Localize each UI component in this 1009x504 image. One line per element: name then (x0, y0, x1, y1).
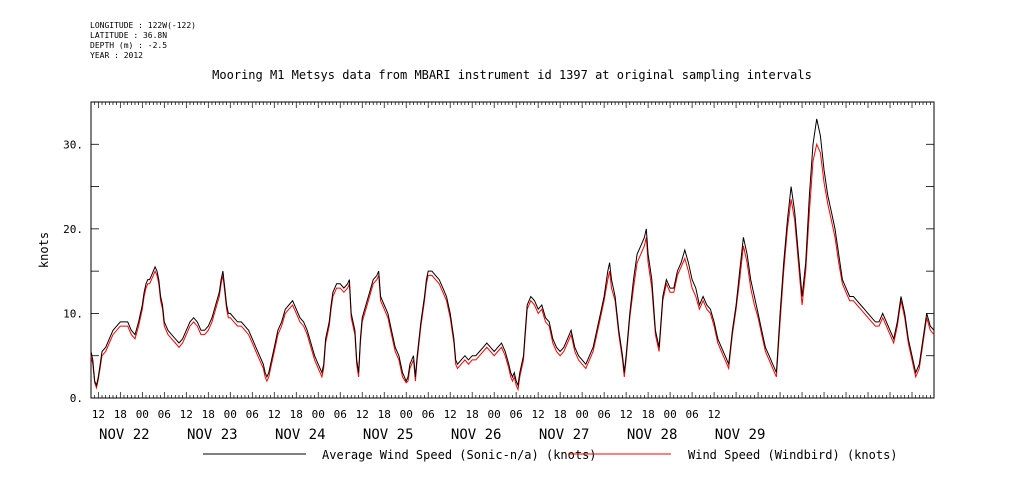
x-day-label: NOV 22 (99, 427, 150, 443)
chart-title: Mooring M1 Metsys data from MBARI instru… (212, 68, 812, 82)
x-hour-tick-label: 12 (92, 408, 105, 421)
x-hour-tick-label: 18 (554, 408, 567, 421)
metadata-block: LONGITUDE : 122W(-122) LATITUDE : 36.8N … (90, 21, 196, 61)
x-hour-tick-label: 00 (488, 408, 501, 421)
x-hour-tick-label: 00 (136, 408, 149, 421)
x-hour-tick-label: 00 (312, 408, 325, 421)
y-tick-label: 30. (63, 138, 83, 151)
x-day-label: NOV 28 (627, 427, 678, 443)
x-hour-tick-label: 00 (400, 408, 413, 421)
x-hour-tick-label: 12 (444, 408, 457, 421)
x-hour-tick-label: 18 (114, 408, 127, 421)
x-hour-tick-label: 00 (663, 408, 676, 421)
x-hour-tick-label: 06 (334, 408, 347, 421)
latitude-text: LATITUDE : 36.8N (90, 31, 168, 40)
y-axis-label: knots (37, 232, 51, 268)
x-hour-tick-label: 06 (158, 408, 171, 421)
x-day-label: NOV 26 (451, 427, 502, 443)
y-tick-label: 10. (63, 307, 83, 320)
x-hour-tick-label: 18 (290, 408, 303, 421)
series-line-windbird (90, 142, 935, 392)
year-text: YEAR : 2012 (90, 51, 143, 60)
y-tick-label: 20. (63, 223, 83, 236)
x-hour-tick-label: 00 (576, 408, 589, 421)
x-day-label: NOV 27 (539, 427, 590, 443)
plot-frame (90, 101, 935, 399)
x-hour-tick-label: 06 (685, 408, 698, 421)
x-hour-tick-label: 18 (202, 408, 215, 421)
x-hour-tick-label: 18 (466, 408, 479, 421)
series-line-sonic (90, 118, 935, 388)
x-hour-tick-label: 00 (224, 408, 237, 421)
x-hour-tick-label: 12 (532, 408, 545, 421)
x-hour-tick-label: 06 (510, 408, 523, 421)
x-day-label: NOV 24 (275, 427, 326, 443)
x-hour-tick-label: 06 (598, 408, 611, 421)
x-day-label: NOV 23 (187, 427, 238, 443)
longitude-text: LONGITUDE : 122W(-122) (90, 21, 196, 30)
x-hour-tick-label: 12 (180, 408, 193, 421)
x-hour-tick-label: 18 (378, 408, 391, 421)
x-hour-tick-label: 12 (356, 408, 369, 421)
x-hour-tick-label: 12 (268, 408, 281, 421)
x-hour-tick-label: 06 (422, 408, 435, 421)
legend-label-windbird: Wind Speed (Windbird) (knots) (688, 448, 898, 462)
x-day-label: NOV 25 (363, 427, 414, 443)
x-hour-tick-label: 12 (619, 408, 632, 421)
x-day-label: NOV 29 (715, 427, 766, 443)
x-hour-tick-label: 06 (246, 408, 259, 421)
x-hour-tick-label: 12 (707, 408, 720, 421)
x-hour-tick-label: 18 (641, 408, 654, 421)
depth-text: DEPTH (m) : -2.5 (90, 41, 168, 50)
y-tick-label: 0. (70, 392, 83, 405)
legend-label-sonic: Average Wind Speed (Sonic-n/a) (knots) (322, 448, 597, 462)
